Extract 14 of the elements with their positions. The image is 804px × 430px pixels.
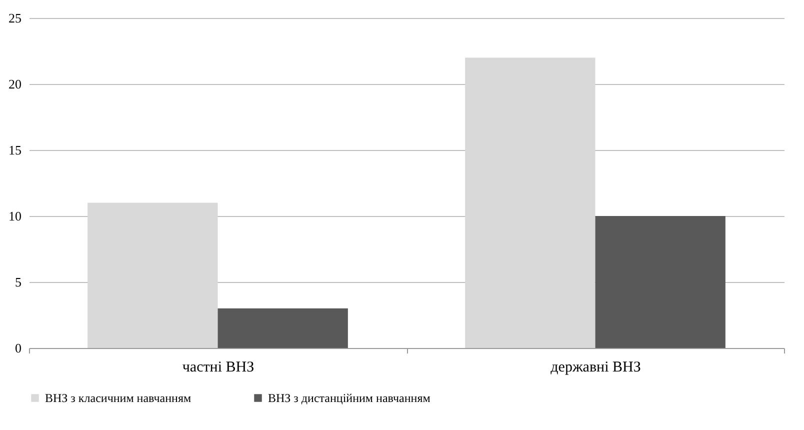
legend-label: ВНЗ з дистанційним навчанням <box>268 391 431 405</box>
y-tick-label: 20 <box>8 76 22 92</box>
y-tick-label: 10 <box>8 208 22 224</box>
y-tick-label: 0 <box>15 340 22 356</box>
bar <box>88 202 218 348</box>
x-tick-label: державні ВНЗ <box>550 360 641 376</box>
bar <box>218 308 348 348</box>
bar <box>595 216 726 348</box>
y-tick-label: 25 <box>8 10 22 26</box>
x-tick-label: частні ВНЗ <box>182 360 254 376</box>
y-tick-label: 5 <box>15 274 22 290</box>
legend-label: ВНЗ з класичним навчанням <box>45 391 192 405</box>
bar <box>465 58 596 348</box>
y-tick-label: 15 <box>8 142 22 158</box>
